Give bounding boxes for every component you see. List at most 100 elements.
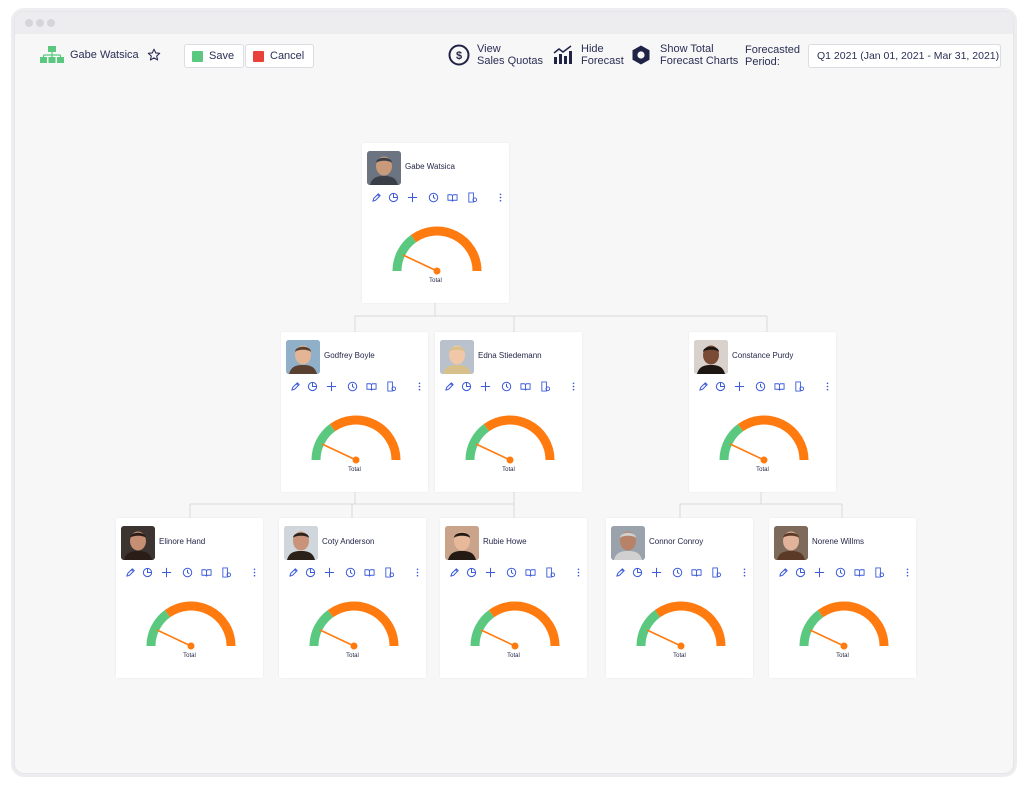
card-action-button[interactable] (777, 565, 789, 579)
view-sales-quotas-button[interactable]: $ View Sales Quotas (448, 43, 543, 67)
gauge-label: Total (756, 467, 769, 473)
card-action-button[interactable] (484, 565, 496, 579)
card-action-button[interactable] (572, 565, 584, 579)
card-action-button[interactable] (446, 190, 458, 204)
title-bar (15, 12, 1013, 34)
avatar (611, 526, 645, 560)
card-action-button[interactable] (385, 379, 397, 393)
card-action-button[interactable] (181, 565, 193, 579)
card-action-button[interactable] (460, 379, 472, 393)
card-action-button[interactable] (465, 565, 477, 579)
card-action-button[interactable] (248, 565, 260, 579)
person-card-connor-conroy[interactable]: Connor Conroy Total (606, 518, 753, 678)
person-name: Godfrey Boyle (324, 351, 375, 360)
card-action-button[interactable] (411, 565, 423, 579)
avatar (694, 340, 728, 374)
pie-chart-icon (466, 567, 476, 577)
card-action-button[interactable] (346, 379, 358, 393)
person-card-edna-stiedemann[interactable]: Edna Stiedemann Total (435, 332, 582, 492)
card-action-button[interactable] (710, 565, 722, 579)
card-action-button[interactable] (853, 565, 865, 579)
card-action-button[interactable] (567, 379, 579, 393)
card-action-button[interactable] (289, 379, 301, 393)
gauge-orange-arc (654, 601, 726, 647)
card-action-button[interactable] (363, 565, 375, 579)
card-action-button[interactable] (690, 565, 702, 579)
favorite-button[interactable] (147, 48, 161, 62)
card-action-button[interactable] (519, 379, 531, 393)
card-action-button[interactable] (494, 190, 506, 204)
person-card-elinore-hand[interactable]: Elinore Hand Total (116, 518, 263, 678)
person-name: Constance Purdy (732, 351, 794, 360)
card-action-button[interactable] (466, 190, 478, 204)
gauge-needle (480, 629, 516, 647)
report-icon (384, 566, 394, 578)
card-action-button[interactable] (821, 379, 833, 393)
person-card-rubie-howe[interactable]: Rubie Howe Total (440, 518, 587, 678)
person-card-coty-anderson[interactable]: Coty Anderson Total (279, 518, 426, 678)
card-action-button[interactable] (650, 565, 662, 579)
star-icon (147, 48, 161, 61)
card-action-button[interactable] (544, 565, 556, 579)
card-action-button[interactable] (370, 190, 382, 204)
card-action-button[interactable] (365, 379, 377, 393)
card-action-button[interactable] (304, 565, 316, 579)
person-card-norene-willms[interactable]: Norene Willms Total (769, 518, 916, 678)
card-action-button[interactable] (697, 379, 709, 393)
card-action-button[interactable] (200, 565, 212, 579)
card-action-button[interactable] (738, 565, 750, 579)
card-action-button[interactable] (813, 565, 825, 579)
card-action-button[interactable] (344, 565, 356, 579)
card-action-button[interactable] (539, 379, 551, 393)
card-action-button[interactable] (901, 565, 913, 579)
card-action-button[interactable] (325, 379, 337, 393)
card-action-button[interactable] (306, 379, 318, 393)
person-card-godfrey-boyle[interactable]: Godfrey Boyle Total (281, 332, 428, 492)
card-action-button[interactable] (631, 565, 643, 579)
clock-icon (755, 381, 765, 391)
card-action-button[interactable] (141, 565, 153, 579)
card-action-button[interactable] (505, 565, 517, 579)
card-action-button[interactable] (754, 379, 766, 393)
cancel-button[interactable]: Cancel (245, 44, 315, 68)
card-action-button[interactable] (220, 565, 232, 579)
card-action-button[interactable] (448, 565, 460, 579)
card-action-button[interactable] (834, 565, 846, 579)
card-action-button[interactable] (479, 379, 491, 393)
card-action-button[interactable] (323, 565, 335, 579)
card-action-button[interactable] (524, 565, 536, 579)
forecast-period-select[interactable]: Q1 2021 (Jan 01, 2021 - Mar 31, 2021) (808, 44, 1001, 68)
person-card-constance-purdy[interactable]: Constance Purdy Total (689, 332, 836, 492)
user-selector[interactable]: Gabe Watsica (39, 45, 139, 65)
gauge-hub (433, 267, 441, 275)
gauge-label: Total (836, 653, 849, 659)
card-action-button[interactable] (614, 565, 626, 579)
edit-icon (371, 192, 381, 202)
card-action-button[interactable] (671, 565, 683, 579)
card-action-button[interactable] (387, 190, 399, 204)
card-action-button[interactable] (794, 565, 806, 579)
card-action-button[interactable] (773, 379, 785, 393)
card-action-button[interactable] (287, 565, 299, 579)
show-total-forecast-button[interactable]: Show Total Forecast Charts (630, 43, 738, 67)
card-action-button[interactable] (383, 565, 395, 579)
card-action-button[interactable] (714, 379, 726, 393)
card-action-button[interactable] (160, 565, 172, 579)
card-action-button[interactable] (406, 190, 418, 204)
person-card-gabe-watsica[interactable]: Gabe Watsica Total (362, 143, 509, 303)
add-icon (324, 567, 334, 577)
report-icon (386, 380, 396, 392)
hide-forecast-button[interactable]: Hide Forecast (552, 43, 624, 67)
card-action-button[interactable] (500, 379, 512, 393)
window-dot (25, 19, 33, 27)
card-action-button[interactable] (427, 190, 439, 204)
edit-icon (615, 567, 625, 577)
card-action-button[interactable] (443, 379, 455, 393)
card-action-button[interactable] (413, 379, 425, 393)
more-icon (826, 381, 828, 391)
card-action-button[interactable] (793, 379, 805, 393)
save-button[interactable]: Save (184, 44, 245, 68)
card-action-button[interactable] (124, 565, 136, 579)
card-action-button[interactable] (873, 565, 885, 579)
card-action-button[interactable] (733, 379, 745, 393)
